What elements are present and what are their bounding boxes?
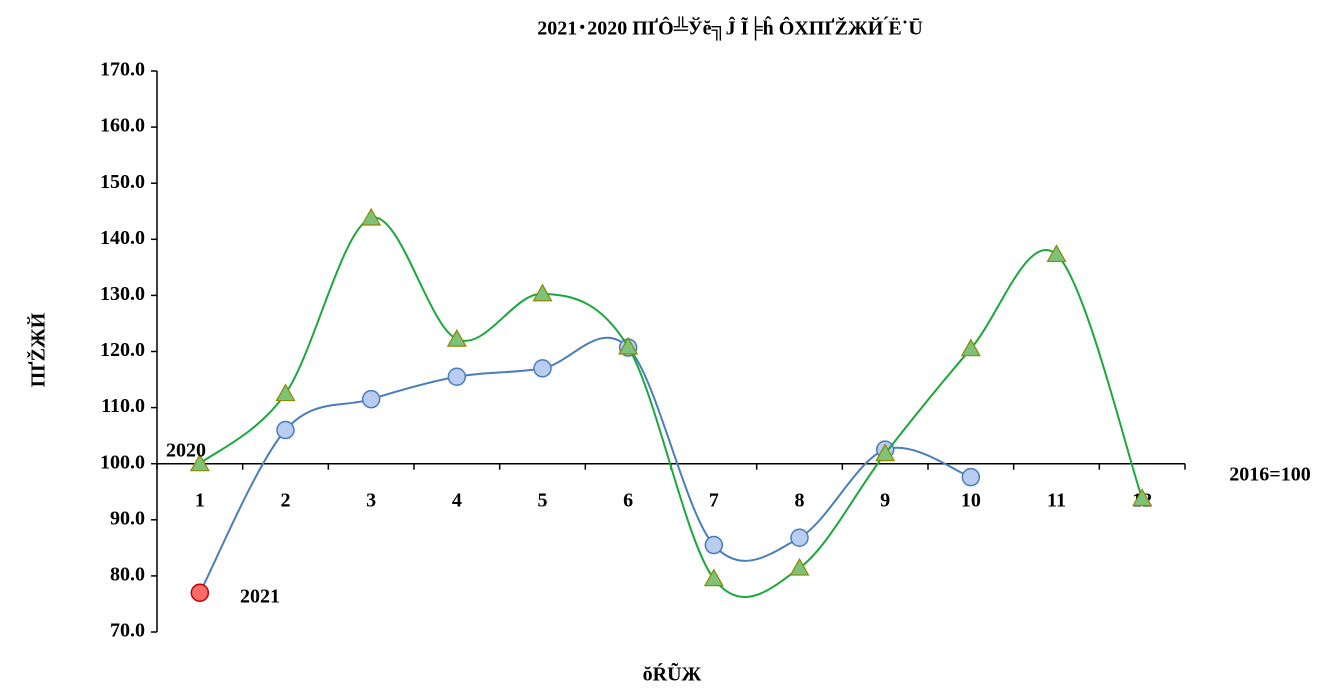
series-label: 2020 [166,439,206,461]
point [790,528,809,548]
x-tick-label: 7 [709,489,719,511]
point [704,535,724,555]
point [447,367,467,386]
point [1132,488,1153,507]
x-tick-label: 8 [795,489,805,511]
y-tick-label: 140.0 [100,227,145,249]
point [875,443,896,462]
point [446,328,467,347]
point [276,420,295,440]
point [703,568,724,587]
point [961,467,981,487]
series-line [199,216,1144,598]
y-tick-label: 110.0 [101,395,145,417]
x-axis-label: ŏŔŨЖ [643,662,702,686]
point [1046,244,1067,263]
x-tick-label: 3 [366,489,376,511]
y-tick-label: 100.0 [100,451,145,473]
point [189,453,210,472]
point [361,207,382,226]
y-tick-label: 80.0 [110,563,145,585]
series-line [198,336,972,594]
y-tick-label: 70.0 [110,620,145,642]
chart-title: 2021･2020 ПҐÔ╩Ўĕ╗Ĵ Ĩ╞ĥ ÔХПҐŽЖЙ ́Ё˙Ū [537,15,923,42]
x-tick-label: 6 [623,489,633,511]
y-tick-label: 90.0 [110,507,145,529]
note: 2016=100 [1229,464,1310,486]
x-tick-label: 5 [538,489,548,511]
y-tick-label: 120.0 [100,339,145,361]
point [789,557,810,576]
y-tick-label: 170.0 [100,59,145,81]
y-tick-label: 150.0 [100,171,145,193]
y-tick-label: 160.0 [100,115,145,137]
point [960,338,981,357]
point [190,583,210,602]
y-tick-label: 130.0 [100,283,145,305]
x-tick-label: 10 [961,489,981,511]
x-tick-label: 9 [880,489,890,511]
series-label: 2021 [240,585,280,607]
point [618,336,639,355]
x-tick-label: 11 [1047,489,1066,511]
point [361,389,381,409]
x-tick-label: 2 [281,489,291,511]
x-tick-label: 4 [452,489,462,511]
y-axis-label: ПҐŽЖЙ [26,312,50,387]
point [533,359,552,378]
point [275,383,296,402]
point [532,283,553,302]
x-tick-label: 1 [195,489,205,511]
